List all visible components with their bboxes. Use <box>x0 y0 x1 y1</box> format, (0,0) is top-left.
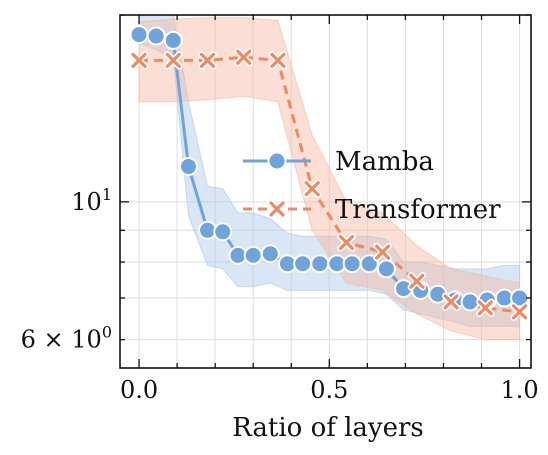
point-transformer <box>441 292 461 312</box>
x-tick-label: 1.0 <box>500 376 538 404</box>
point-mamba <box>129 25 149 45</box>
point-mamba <box>146 26 166 46</box>
point-mamba <box>163 30 183 50</box>
plot-frame <box>119 14 532 369</box>
legend-label: Mamba <box>335 147 434 177</box>
point-transformer <box>407 271 427 291</box>
point-transformer <box>373 242 392 262</box>
plot-background <box>120 15 531 368</box>
point-transformer <box>129 51 149 70</box>
point-transformer <box>198 51 217 70</box>
point-mamba <box>293 254 313 274</box>
point-mamba <box>179 157 198 177</box>
legend-entry-mamba: Mamba <box>243 147 434 177</box>
point-transformer <box>476 298 495 318</box>
legend-entry-transformer: Transformer <box>243 195 501 225</box>
point-transformer <box>234 47 253 67</box>
y-tick-label: 101 <box>71 185 112 216</box>
legend-marker <box>267 151 287 171</box>
point-mamba <box>359 254 379 274</box>
x-axis-label: Ratio of layers <box>232 413 424 443</box>
point-transformer <box>268 51 288 70</box>
point-transformer <box>510 302 529 322</box>
legend: Mamba Transformer <box>243 147 501 225</box>
point-transformer <box>302 179 322 198</box>
series-markers <box>129 25 530 322</box>
band-transformer <box>138 17 521 341</box>
point-mamba <box>376 259 396 279</box>
point-mamba <box>213 222 233 242</box>
x-tick-label: 0.0 <box>120 376 158 404</box>
point-transformer <box>337 233 356 252</box>
axis-ticks: 0.0 0.5 1.0 101 6 × 100 <box>21 14 539 404</box>
x-tick-label: 0.5 <box>310 376 348 404</box>
point-transformer <box>164 51 183 70</box>
line-transformer <box>139 55 520 314</box>
point-mamba <box>460 292 480 312</box>
point-mamba <box>260 244 280 264</box>
point-mamba <box>243 245 263 265</box>
legend-label: Transformer <box>335 195 501 225</box>
point-mamba <box>310 254 330 274</box>
legend-marker <box>267 199 287 219</box>
point-mamba <box>342 254 362 274</box>
y-tick-label: 6 × 100 <box>21 323 112 354</box>
